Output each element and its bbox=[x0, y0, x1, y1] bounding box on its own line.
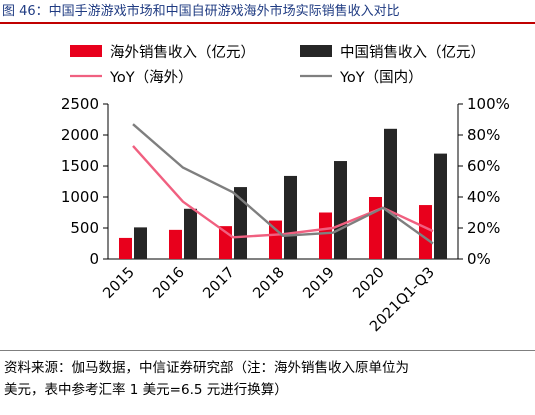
legend-label-1: 中国销售收入（亿元） bbox=[340, 44, 485, 61]
source-line-2: 美元，表中参考汇率 1 美元=6.5 元进行换算） bbox=[4, 382, 288, 398]
figure-title-text: 图 46：中国手游游戏市场和中国自研游戏海外市场实际销售收入对比 bbox=[2, 4, 400, 19]
left-tick-label: 1000 bbox=[61, 188, 99, 206]
bars bbox=[119, 128, 447, 259]
legend-label-2: YoY（海外） bbox=[109, 69, 193, 86]
bar-overseas bbox=[169, 229, 182, 259]
bar-domestic bbox=[334, 161, 347, 259]
x-tick-label: 2018 bbox=[250, 265, 287, 302]
source-line-1: 资料来源：伽马数据，中信证券研究部（注：海外销售收入原单位为 bbox=[4, 360, 409, 376]
line-yoy-domestic bbox=[132, 123, 434, 245]
left-tick-label: 1500 bbox=[61, 157, 99, 175]
legend-swatch-1 bbox=[300, 45, 332, 57]
right-tick-label: 20% bbox=[467, 219, 500, 237]
legend-label-3: YoY（国内） bbox=[339, 69, 423, 86]
combo-chart: 海外销售收入（亿元） 中国销售收入（亿元） YoY（海外） YoY（国内） 0 500 1… bbox=[61, 44, 510, 336]
axes: 0 500 1000 1500 2000 2500 0% 20% 40% 60% 80% 100% bbox=[61, 95, 510, 268]
left-tick-label: 500 bbox=[70, 219, 99, 237]
bar-overseas bbox=[319, 212, 332, 259]
bar-domestic bbox=[434, 153, 447, 259]
bar-overseas bbox=[269, 220, 282, 259]
legend-label-0: 海外销售收入（亿元） bbox=[110, 44, 255, 61]
left-tick-label: 0 bbox=[89, 250, 99, 268]
figure-title: 图 46：中国手游游戏市场和中国自研游戏海外市场实际销售收入对比 bbox=[0, 0, 535, 24]
bar-domestic bbox=[234, 187, 247, 259]
right-tick-label: 80% bbox=[467, 126, 500, 144]
right-tick-label: 100% bbox=[467, 95, 510, 113]
x-tick-label: 2017 bbox=[200, 265, 237, 302]
right-tick-label: 40% bbox=[467, 188, 500, 206]
source-note: 资料来源：伽马数据，中信证券研究部（注：海外销售收入原单位为 美元，表中参考汇率… bbox=[0, 350, 535, 414]
legend: 海外销售收入（亿元） 中国销售收入（亿元） YoY（海外） YoY（国内） bbox=[70, 44, 485, 86]
x-tick-label: 2016 bbox=[150, 265, 187, 302]
bar-domestic bbox=[134, 227, 147, 259]
bar-domestic bbox=[384, 128, 397, 259]
bar-overseas bbox=[419, 205, 432, 259]
x-tick-label: 2015 bbox=[100, 265, 137, 302]
right-tick-label: 60% bbox=[467, 157, 500, 175]
right-tick-label: 0% bbox=[467, 250, 491, 268]
bar-overseas bbox=[119, 237, 132, 259]
left-tick-label: 2000 bbox=[61, 126, 99, 144]
left-tick-label: 2500 bbox=[61, 95, 99, 113]
bar-overseas bbox=[369, 197, 382, 259]
bar-domestic bbox=[184, 208, 197, 259]
bar-domestic bbox=[284, 175, 297, 259]
lines bbox=[132, 123, 434, 245]
x-tick-label: 2020 bbox=[350, 265, 387, 302]
chart-container: 海外销售收入（亿元） 中国销售收入（亿元） YoY（海外） YoY（国内） 0 500 1… bbox=[0, 26, 535, 348]
legend-swatch-0 bbox=[70, 45, 102, 57]
x-tick-label: 2019 bbox=[300, 265, 337, 302]
